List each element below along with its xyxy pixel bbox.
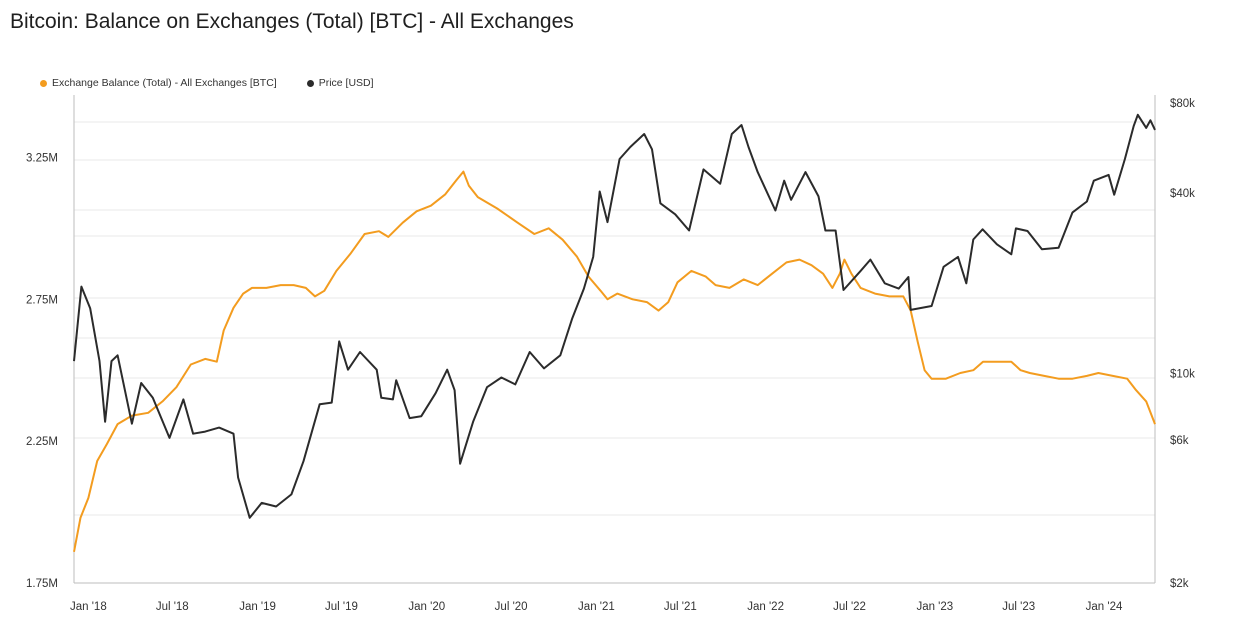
legend-label-price: Price [USD] <box>318 77 374 89</box>
y-left-tick-label: 1.75M <box>26 578 58 590</box>
y-right-tick-label: $40k <box>1170 188 1195 200</box>
y-left-tick-label: 2.75M <box>26 294 58 306</box>
x-tick-label: Jan '22 <box>747 601 784 613</box>
y-left-tick-label: 2.25M <box>26 436 58 448</box>
x-tick-label: Jan '18 <box>70 601 107 613</box>
x-tick-label: Jan '21 <box>578 601 615 613</box>
x-tick-label: Jan '24 <box>1086 601 1123 613</box>
series-line-price <box>73 113 1156 519</box>
y-right-tick-label: $10k <box>1170 369 1195 381</box>
x-tick-label: Jan '20 <box>408 601 445 613</box>
x-tick-label: Jan '19 <box>239 601 276 613</box>
legend-label-balance: Exchange Balance (Total) - All Exchanges… <box>52 77 277 89</box>
y-right-tick-label: $80k <box>1170 98 1195 110</box>
page-title: Bitcoin: Balance on Exchanges (Total) [B… <box>10 10 574 33</box>
y-right-tick-label: $2k <box>1170 578 1189 590</box>
y-right-tick-label: $6k <box>1170 435 1189 447</box>
legend-item-price[interactable]: Price [USD] <box>306 77 374 89</box>
legend-item-balance[interactable]: Exchange Balance (Total) - All Exchanges… <box>40 77 277 89</box>
x-tick-label: Jul '21 <box>664 601 697 613</box>
x-tick-label: Jul '19 <box>325 601 358 613</box>
legend-dot-balance <box>40 79 47 87</box>
x-tick-label: Jul '20 <box>495 601 528 613</box>
x-tick-label: Jul '22 <box>833 601 866 613</box>
chart-legend: Exchange Balance (Total) - All Exchanges… <box>40 77 374 89</box>
x-tick-label: Jul '18 <box>156 601 189 613</box>
x-tick-label: Jan '23 <box>916 601 953 613</box>
series-line-balance <box>73 170 1156 552</box>
y-left-tick-label: 3.25M <box>26 152 58 164</box>
legend-dot-price <box>306 79 314 87</box>
x-tick-label: Jul '23 <box>1002 601 1035 613</box>
